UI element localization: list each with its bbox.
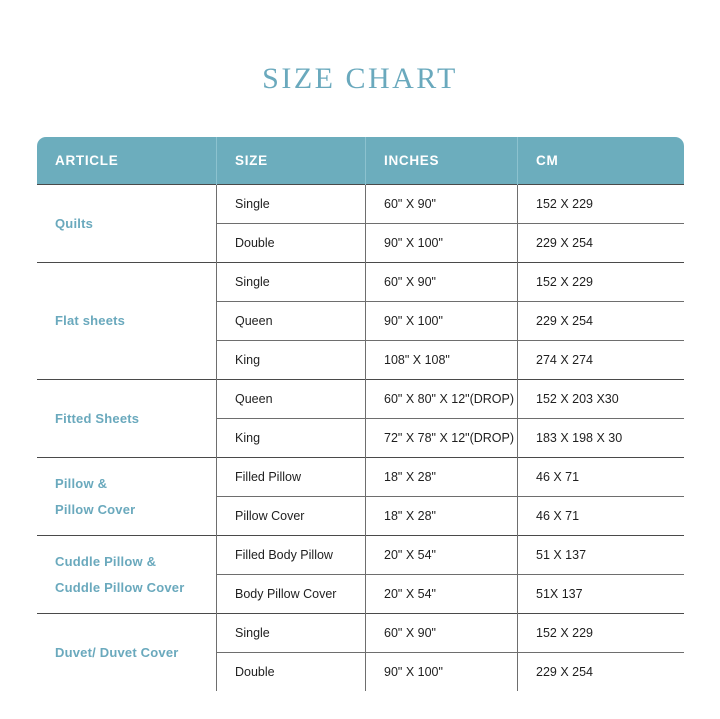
page-title: SIZE CHART xyxy=(262,62,458,95)
article-label-line: Pillow Cover xyxy=(55,501,136,517)
cell-inches: 60" X 90" xyxy=(365,184,518,224)
cell-size: Single xyxy=(216,613,366,653)
table-header-row: ARTICLE SIZE INCHES CM xyxy=(37,137,684,185)
cell-inches: 18" X 28" xyxy=(365,457,518,497)
cell-size: Queen xyxy=(216,301,366,341)
cell-inches: 72" X 78" X 12"(DROP) xyxy=(365,418,518,458)
cell-cm: 274 X 274 xyxy=(517,340,684,380)
cell-cm: 51 X 137 xyxy=(517,535,684,575)
cell-cm: 152 X 203 X30 xyxy=(517,379,684,419)
cell-cm: 152 X 229 xyxy=(517,184,684,224)
cell-size: Double xyxy=(216,652,366,691)
cell-inches: 90" X 100" xyxy=(365,223,518,263)
cell-inches: 20" X 54" xyxy=(365,535,518,575)
column-header-size: SIZE xyxy=(216,137,366,185)
article-label-line: Cuddle Pillow Cover xyxy=(55,579,185,595)
cell-cm: 229 X 254 xyxy=(517,301,684,341)
size-chart-table: ARTICLE SIZE INCHES CM Quilts Single 60" X… xyxy=(36,136,685,692)
article-label-line: Duvet/ Duvet Cover xyxy=(55,644,179,660)
cell-cm: 183 X 198 X 30 xyxy=(517,418,684,458)
table-row: Quilts Single 60" X 90" 152 X 229 xyxy=(37,184,684,263)
cell-cm: 229 X 254 xyxy=(517,652,684,691)
article-label-cell: Flat sheets xyxy=(37,262,217,380)
cell-inches: 108" X 108" xyxy=(365,340,518,380)
article-label-cell: Duvet/ Duvet Cover xyxy=(37,613,217,691)
column-header-inches: INCHES xyxy=(365,137,518,185)
cell-inches: 18" X 28" xyxy=(365,496,518,536)
cell-size: Single xyxy=(216,184,366,224)
article-label-cell: Pillow & Pillow Cover xyxy=(37,457,217,536)
table-header: ARTICLE SIZE INCHES CM xyxy=(37,137,684,185)
table-row: Cuddle Pillow & Cuddle Pillow Cover Filled… xyxy=(37,535,684,614)
cell-inches: 90" X 100" xyxy=(365,301,518,341)
table-row: Double 90" X 100" 229 X 254 xyxy=(37,652,684,691)
cell-cm: 229 X 254 xyxy=(517,223,684,263)
table-row: Queen 90" X 100" 229 X 254 xyxy=(37,301,684,341)
article-label-cell: Quilts xyxy=(37,184,217,263)
table-row: King 72" X 78" X 12"(DROP) 183 X 198 X 30 xyxy=(37,418,684,458)
article-label-line: Flat sheets xyxy=(55,313,126,328)
table-row: Body Pillow Cover 20" X 54" 51X 137 xyxy=(37,574,684,614)
cell-cm: 51X 137 xyxy=(517,574,684,614)
table-row: Fitted Sheets Queen 60" X 80" X 12"(DROP) 1… xyxy=(37,379,684,458)
cell-size: Filled Body Pillow xyxy=(216,535,366,575)
table-row: Pillow & Pillow Cover Filled Pillow 18" X 2… xyxy=(37,457,684,536)
table-row: Double 90" X 100" 229 X 254 xyxy=(37,223,684,263)
cell-inches: 20" X 54" xyxy=(365,574,518,614)
cell-cm: 46 X 71 xyxy=(517,496,684,536)
cell-inches: 60" X 90" xyxy=(365,613,518,653)
article-label-cell: Cuddle Pillow & Cuddle Pillow Cover xyxy=(37,535,217,614)
article-label-cell: Fitted Sheets xyxy=(37,379,217,458)
table-row: Flat sheets Single 60" X 90" 152 X 229 xyxy=(37,262,684,380)
article-label-line: Cuddle Pillow & xyxy=(55,553,157,569)
cell-size: Double xyxy=(216,223,366,263)
table-body: Quilts Single 60" X 90" 152 X 229 Double 90" … xyxy=(37,184,684,691)
cell-cm: 152 X 229 xyxy=(517,613,684,653)
cell-size: Body Pillow Cover xyxy=(216,574,366,614)
cell-cm: 152 X 229 xyxy=(517,262,684,302)
cell-inches: 90" X 100" xyxy=(365,652,518,691)
table-row: King 108" X 108" 274 X 274 xyxy=(37,340,684,380)
column-header-cm: CM xyxy=(517,137,684,185)
cell-size: Single xyxy=(216,262,366,302)
size-chart-table-wrapper: ARTICLE SIZE INCHES CM Quilts Single 60" X… xyxy=(36,136,685,692)
cell-inches: 60" X 90" xyxy=(365,262,518,302)
cell-size: Queen xyxy=(216,379,366,419)
cell-cm: 46 X 71 xyxy=(517,457,684,497)
article-label-line: Fitted Sheets xyxy=(55,410,140,426)
cell-size: Pillow Cover xyxy=(216,496,366,536)
cell-size: King xyxy=(216,340,366,380)
cell-size: Filled Pillow xyxy=(216,457,366,497)
cell-size: King xyxy=(216,418,366,458)
column-header-article: ARTICLE xyxy=(37,137,217,185)
cell-inches: 60" X 80" X 12"(DROP) xyxy=(365,379,518,419)
table-row: Duvet/ Duvet Cover Single 60" X 90" 152 X 2… xyxy=(37,613,684,691)
article-label-line: Quilts xyxy=(55,215,94,231)
article-label-line: Pillow & xyxy=(55,475,108,491)
table-row: Pillow Cover 18" X 28" 46 X 71 xyxy=(37,496,684,536)
